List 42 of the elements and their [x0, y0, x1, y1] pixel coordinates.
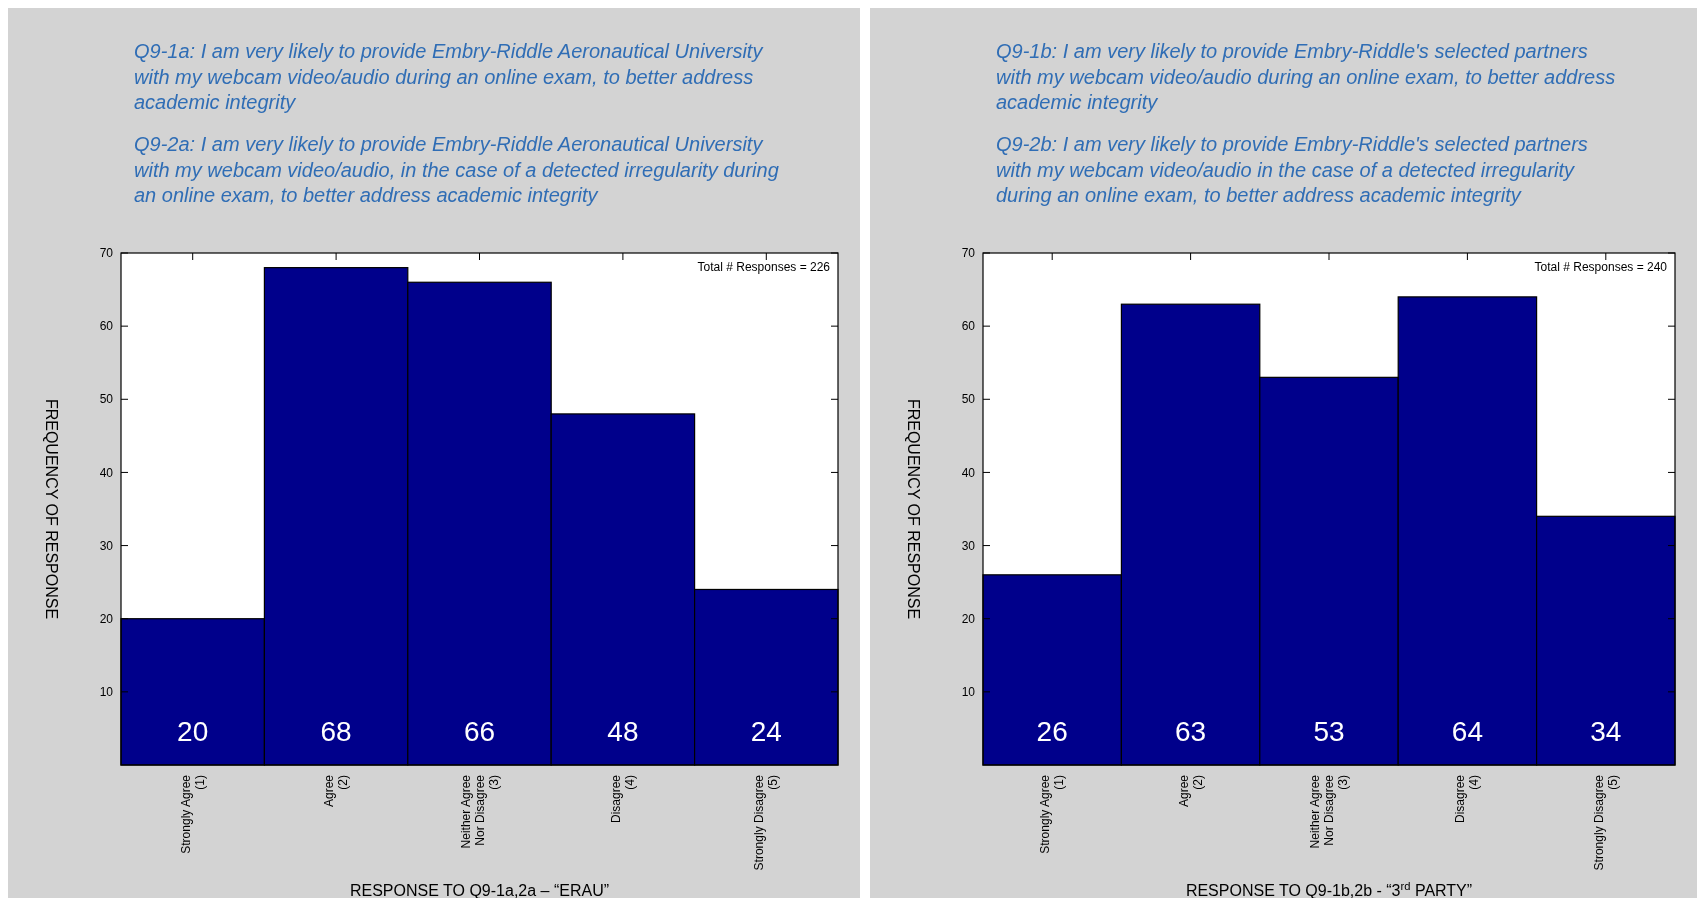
x-tick-label: Neither Agree Nor Disagree (3) — [1308, 774, 1350, 849]
y-tick-label: 40 — [961, 465, 976, 480]
y-tick-label: 30 — [961, 538, 976, 553]
y-tick-label: 60 — [961, 319, 976, 334]
data-label: 66 — [463, 716, 496, 747]
y-tick-label: 60 — [99, 319, 114, 334]
data-label: 34 — [1590, 716, 1622, 747]
x-tick-label: Strongly Disagree (5) — [752, 774, 781, 871]
y-tick-label: 40 — [99, 465, 114, 480]
x-tick-label: Neither Agree Nor Disagree (3) — [458, 774, 501, 849]
data-label: 20 — [177, 716, 209, 747]
y-tick-label: 10 — [961, 685, 976, 700]
annotation: Total # Responses = 240 — [1534, 260, 1668, 274]
chart-subtitle: Q9-2b: I am very likely to provide Embry-Riddle's selected partners with my webcam video/audio in the case of a detected irregularity during an online exam, to better address academic integrity — [996, 133, 1588, 207]
chart-title: Q9-1a: I am very likely to provide Embry-Riddle Aeronautical University with my webcam video/audio during an online exam, to better address academic integrity — [134, 40, 764, 113]
x-tick-label: Strongly Agree (1) — [178, 774, 207, 854]
y-tick-label: 20 — [99, 611, 114, 626]
data-label: 26 — [1036, 716, 1068, 747]
x-tick-label: Agree (2) — [322, 774, 351, 808]
x-tick-label: Strongly Agree (1) — [1038, 774, 1067, 854]
y-tick-label: 20 — [961, 611, 976, 626]
data-label: 63 — [1175, 716, 1207, 747]
y-axis-title: FREQUENCY OF RESPONSE — [905, 398, 922, 620]
x-tick-label: Disagree (4) — [1453, 774, 1482, 824]
data-label: 53 — [1313, 716, 1345, 747]
chart-title: Q9-1b: I am very likely to provide Embry-Riddle's selected partners with my webcam video/audio during an online exam, to better address academic integrity — [996, 40, 1616, 113]
y-tick-label: 30 — [99, 538, 114, 553]
chart-subtitle: Q9-2a: I am very likely to provide Embry-Riddle Aeronautical University with my webcam video/audio, in the case of a detected irregularity during an online exam, to better address academic integrity — [134, 133, 779, 207]
data-label: 24 — [750, 716, 782, 747]
y-tick-label: 50 — [961, 392, 976, 407]
annotation: Total # Responses = 226 — [697, 260, 831, 274]
y-tick-label: 70 — [99, 246, 114, 261]
y-tick-label: 70 — [961, 246, 976, 261]
y-axis-title: FREQUENCY OF RESPONSE — [43, 398, 60, 620]
x-tick-label: Agree (2) — [1176, 774, 1205, 808]
data-label: 64 — [1451, 716, 1483, 747]
y-tick-label: 50 — [99, 392, 114, 407]
y-tick-label: 10 — [99, 685, 114, 700]
data-label: 68 — [320, 716, 352, 747]
x-tick-label: Disagree (4) — [608, 774, 637, 824]
data-label: 48 — [607, 716, 639, 747]
x-tick-label: Strongly Disagree (5) — [1591, 774, 1620, 871]
